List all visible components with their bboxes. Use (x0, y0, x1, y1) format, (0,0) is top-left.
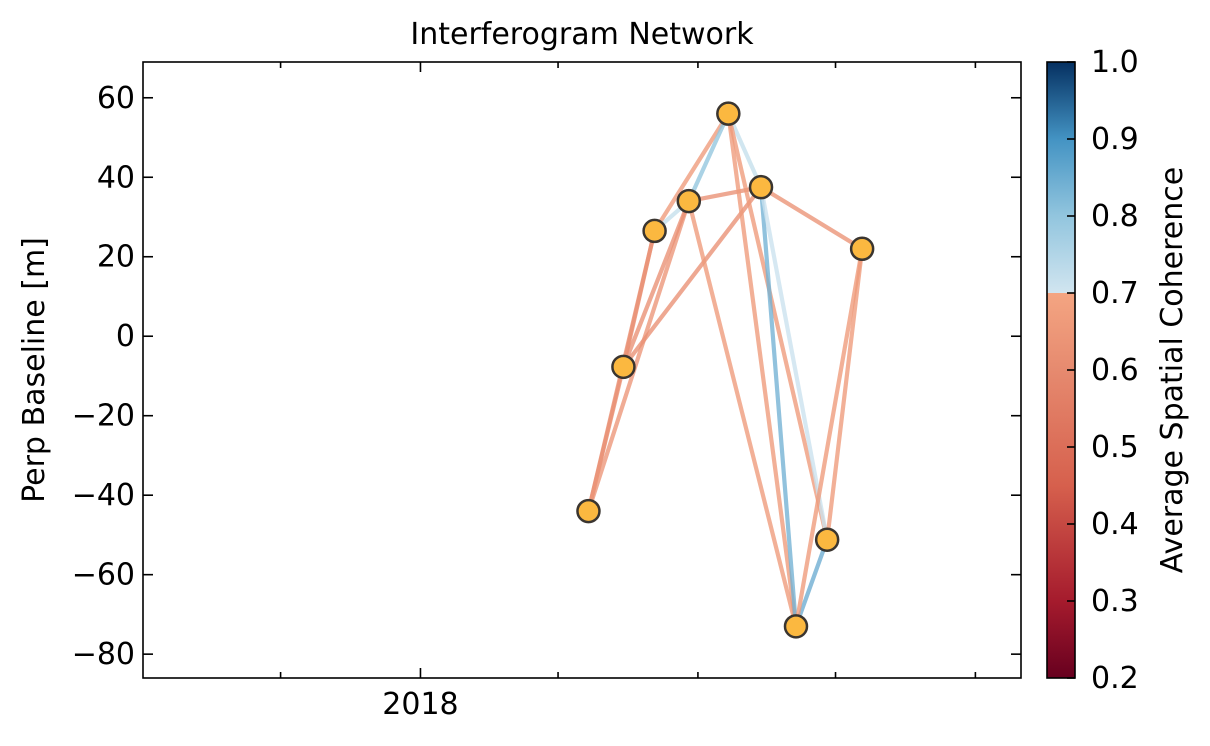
acquisition-point (576, 498, 601, 524)
acquisition-point (849, 236, 875, 262)
y-tick-label: 60 (97, 81, 135, 116)
network-edge (686, 185, 764, 204)
y-tick-label: −20 (72, 399, 135, 434)
network-edge (726, 111, 764, 190)
colorbar-tick-label: 0.4 (1091, 507, 1139, 542)
y-tick-label: −80 (72, 637, 135, 672)
network-edge (686, 111, 731, 204)
network-edge (758, 185, 865, 251)
acquisition-point (814, 527, 840, 552)
acquisition-point (676, 188, 702, 214)
y-axis-label: Perp Baseline [m] (17, 237, 52, 503)
x-tick-label: 2018 (382, 687, 458, 722)
colorbar-tick-label: 0.3 (1091, 584, 1139, 619)
colorbar-tick-label: 0.8 (1091, 199, 1139, 234)
colorbar-label: Average Spatial Coherence (1155, 167, 1190, 573)
acquisition-point (611, 354, 636, 380)
y-tick-label: 0 (116, 319, 135, 354)
network-edge (758, 185, 799, 629)
network-edge (726, 111, 799, 629)
network-edge (621, 198, 691, 369)
colorbar-tick-label: 0.6 (1091, 353, 1139, 388)
network-edge (586, 198, 691, 514)
y-axis: 60 40 20 0 −20 −40 −60 −80 (72, 81, 1021, 672)
network-edge (621, 185, 764, 369)
colorbar: 0.2 0.3 0.4 0.5 0.6 0.7 0.8 0.9 1.0 Average Spat… (1046, 45, 1190, 696)
network-edges (586, 111, 865, 629)
acquisition-point (748, 174, 774, 200)
y-tick-label: 40 (97, 160, 135, 195)
colorbar-tick-label: 0.7 (1091, 276, 1139, 311)
acquisition-point (642, 218, 667, 244)
x-axis: 2018 (279, 62, 977, 722)
plot-frame (142, 61, 1022, 679)
network-edge (758, 185, 830, 542)
colorbar-tick-label: 1.0 (1091, 45, 1139, 80)
colorbar-tick-label: 0.5 (1091, 430, 1139, 465)
network-edge (825, 246, 865, 542)
y-tick-label: −60 (72, 558, 135, 593)
colorbar-tick-label: 0.9 (1091, 122, 1139, 157)
chart-title: Interferogram Network (410, 17, 754, 52)
acquisition-markers (576, 101, 875, 639)
colorbar-ticks: 0.2 0.3 0.4 0.5 0.6 0.7 0.8 0.9 1.0 (1067, 45, 1139, 696)
network-edge (686, 198, 799, 629)
network-edge (621, 228, 657, 369)
y-tick-label: −40 (72, 478, 135, 513)
colorbar-tick-label: 0.2 (1091, 661, 1139, 696)
acquisition-point (783, 614, 809, 639)
network-edge (793, 246, 865, 629)
y-tick-label: 20 (97, 240, 135, 275)
network-edge (726, 111, 830, 542)
network-edge (793, 537, 830, 629)
network-edge (652, 111, 731, 234)
acquisition-point (716, 101, 741, 126)
